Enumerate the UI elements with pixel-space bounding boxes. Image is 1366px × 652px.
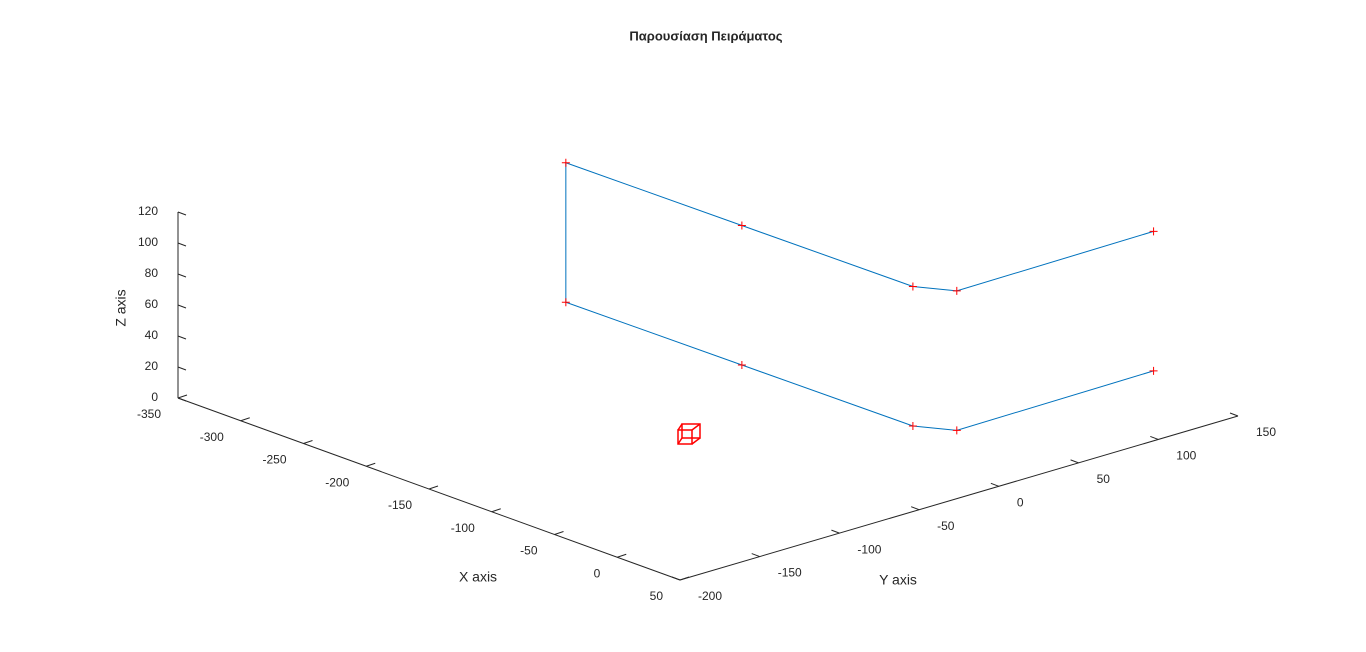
z-tick-label: 120 [138,204,158,218]
x-axis-label: X axis [459,569,497,585]
y-tick-label: -150 [778,566,802,580]
z-tick-label: 40 [145,328,159,342]
z-tick [177,304,187,309]
gripper [677,423,701,445]
x-tick [617,553,627,558]
x-tick-label: -200 [325,475,349,489]
z-tick [177,335,187,340]
data-marker [737,361,746,370]
x-tick-label: 0 [594,566,601,580]
chart-title: Παρουσίαση Πειράματος [629,28,782,43]
data-marker [561,298,570,307]
z-tick [177,211,187,216]
y-tick-label: 150 [1256,425,1276,439]
z-tick [177,397,187,402]
y-tick [671,576,681,581]
y-tick [910,506,920,511]
y-tick [1229,412,1239,417]
y-tick [751,553,760,558]
y-tick-label: -200 [698,589,722,603]
x-tick [554,531,564,535]
x-tick [428,485,439,490]
z-tick [177,366,187,371]
data-marker [952,426,961,435]
y-tick [831,529,840,534]
x-tick-label: -250 [262,453,286,467]
data-marker [908,421,917,430]
z-axis-label: Z axis [113,289,129,326]
z-tick [177,273,187,278]
z-tick-label: 20 [145,359,159,373]
y-axis-line [679,415,1239,581]
y-tick [1150,435,1159,440]
y-tick-label: 50 [1097,472,1111,486]
x-tick-label: -50 [520,544,538,558]
x-tick [303,440,313,444]
x-tick-label: -100 [451,521,475,535]
data-marker [952,286,961,295]
z-tick-label: 60 [145,297,159,311]
x-tick [366,462,376,467]
y-tick-label: 100 [1176,449,1196,463]
data-marker [1149,366,1158,375]
x-tick-label: 50 [650,589,664,603]
y-tick [1070,459,1079,464]
y-tick-label: 0 [1017,495,1024,509]
data-line [565,162,1154,431]
data-marker [561,158,570,167]
x-tick [491,508,501,513]
z-tick-label: 80 [145,266,159,280]
y-axis-label: Y axis [879,572,917,588]
y-tick-label: -100 [857,542,881,556]
x-tick [240,417,250,422]
z-tick-label: 100 [138,235,158,249]
data-marker [1149,227,1158,236]
x-tick-label: -350 [137,407,161,421]
y-tick [990,482,1000,487]
z-tick-label: 0 [151,390,158,404]
y-tick-label: -50 [937,519,955,533]
x-tick-label: -300 [200,430,224,444]
x-tick-label: -150 [388,498,412,512]
x-tick [177,394,188,399]
data-marker [737,221,746,230]
data-marker [908,282,917,291]
x-tick [679,576,690,581]
z-tick [177,242,187,247]
